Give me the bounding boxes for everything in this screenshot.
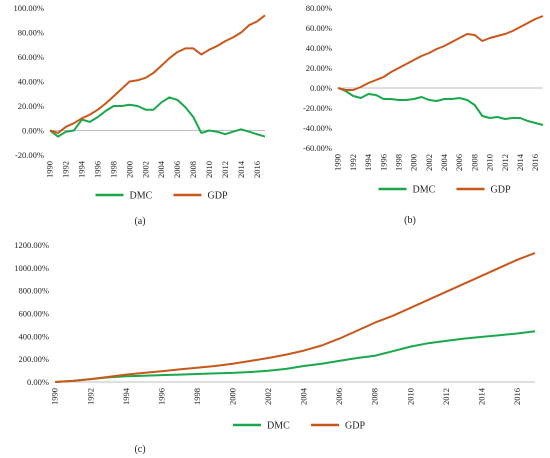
legend-label-dmc: DMC	[267, 421, 290, 432]
x-tick-label: 2004	[299, 387, 309, 405]
x-tick-label: 1996	[92, 161, 102, 178]
x-tick-label: 2006	[172, 161, 182, 178]
y-tick-label: 0.00%	[27, 377, 49, 387]
x-tick-label: 2010	[405, 388, 415, 405]
chart-panel-b: -60.00% -40.00% -20.00% 0.00% 20.00% 40.00% 60…	[303, 3, 544, 226]
x-tick-label: 2004	[439, 153, 449, 171]
x-tick-label: 2002	[263, 388, 273, 405]
y-tick-label: 60.00%	[306, 23, 332, 33]
x-tick-label: 1998	[108, 161, 118, 178]
legend-label-dmc: DMC	[413, 185, 436, 196]
y-tick-label: 60.00%	[18, 52, 44, 62]
y-tick-label: -20.00%	[15, 150, 44, 160]
x-tick-label: 2000	[227, 388, 237, 405]
x-tick-label: 2012	[220, 161, 230, 178]
x-tick-label: 2002	[424, 154, 434, 171]
series-line-dmc	[54, 330, 536, 383]
y-tick-label: 400.00%	[19, 331, 49, 341]
y-tick-label: 80.00%	[306, 3, 332, 13]
x-tick-label: 1994	[121, 387, 131, 405]
x-tick-label: 1990	[333, 154, 343, 171]
x-tick-label: 1996	[378, 154, 388, 171]
x-tick-label: 2014	[476, 387, 486, 405]
x-tick-label: 2016	[530, 154, 540, 171]
legend-label-gdp: GDP	[208, 191, 228, 202]
x-tick-label: 1992	[61, 161, 71, 178]
y-tick-label: 600.00%	[19, 309, 49, 319]
legend-label-dmc: DMC	[130, 191, 153, 202]
series-line-gdp	[49, 14, 266, 134]
y-tick-label: 1000.00%	[14, 263, 49, 273]
x-tick-label: 2000	[409, 154, 419, 171]
x-tick-label: 2016	[252, 161, 262, 178]
y-tick-label: 800.00%	[19, 286, 49, 296]
x-tick-label: 2008	[188, 161, 198, 178]
series-line-dmc	[337, 87, 544, 126]
y-tick-label: 0.00%	[22, 126, 44, 136]
x-tick-label: 2014	[236, 160, 246, 178]
legend-label-gdp: GDP	[345, 421, 365, 432]
x-tick-label: 2010	[204, 161, 214, 178]
y-tick-label: 40.00%	[18, 77, 44, 87]
x-tick-label: 2000	[124, 161, 134, 178]
y-tick-label: -60.00%	[303, 143, 332, 153]
panel-label: (a)	[134, 216, 145, 227]
x-tick-label: 1998	[393, 154, 403, 171]
x-tick-label: 1992	[348, 154, 358, 171]
y-tick-label: 20.00%	[18, 101, 44, 111]
x-tick-label: 2016	[512, 388, 522, 405]
y-tick-label: 80.00%	[18, 28, 44, 38]
x-tick-label: 2008	[370, 388, 380, 405]
x-tick-label: 1996	[156, 388, 166, 405]
x-tick-label: 2008	[469, 154, 479, 171]
x-tick-label: 2004	[156, 160, 166, 178]
x-tick-label: 1994	[77, 160, 87, 178]
x-tick-label: 1990	[45, 161, 55, 178]
x-tick-label: 1998	[192, 388, 202, 405]
x-tick-label: 2006	[334, 388, 344, 405]
panel-label: (c)	[134, 444, 145, 455]
series-line-gdp	[54, 252, 536, 383]
y-tick-label: 20.00%	[306, 63, 332, 73]
x-tick-label: 2012	[441, 388, 451, 405]
series-line-dmc	[49, 96, 266, 138]
x-tick-label: 1992	[85, 388, 95, 405]
x-tick-label: 2006	[454, 154, 464, 171]
y-tick-label: 200.00%	[19, 354, 49, 364]
x-tick-label: 2012	[500, 154, 510, 171]
panel-label: (b)	[404, 215, 416, 226]
x-tick-label: 2002	[140, 161, 150, 178]
legend-label-gdp: GDP	[491, 185, 511, 196]
x-tick-label: 2014	[515, 153, 525, 171]
y-tick-label: 1200.00%	[14, 240, 49, 250]
y-tick-label: 40.00%	[306, 43, 332, 53]
y-tick-label: -20.00%	[303, 103, 332, 113]
x-tick-label: 2010	[485, 154, 495, 171]
chart-panel-c: 0.00% 200.00% 400.00% 600.00% 800.00% 1000.00…	[14, 240, 536, 455]
x-tick-label: 1990	[50, 388, 60, 405]
y-tick-label: 100.00%	[14, 3, 44, 13]
x-tick-label: 1994	[363, 153, 373, 171]
y-tick-label: 0.00%	[310, 83, 332, 93]
series-line-gdp	[337, 15, 544, 91]
y-tick-label: -40.00%	[303, 123, 332, 133]
chart-panel-a: -20.00% 0.00% 20.00% 40.00% 60.00% 80.00% 100.…	[14, 3, 266, 227]
